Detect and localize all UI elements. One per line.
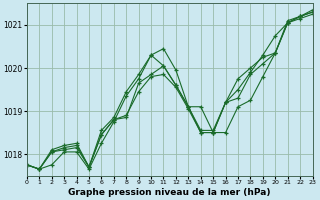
X-axis label: Graphe pression niveau de la mer (hPa): Graphe pression niveau de la mer (hPa): [68, 188, 271, 197]
